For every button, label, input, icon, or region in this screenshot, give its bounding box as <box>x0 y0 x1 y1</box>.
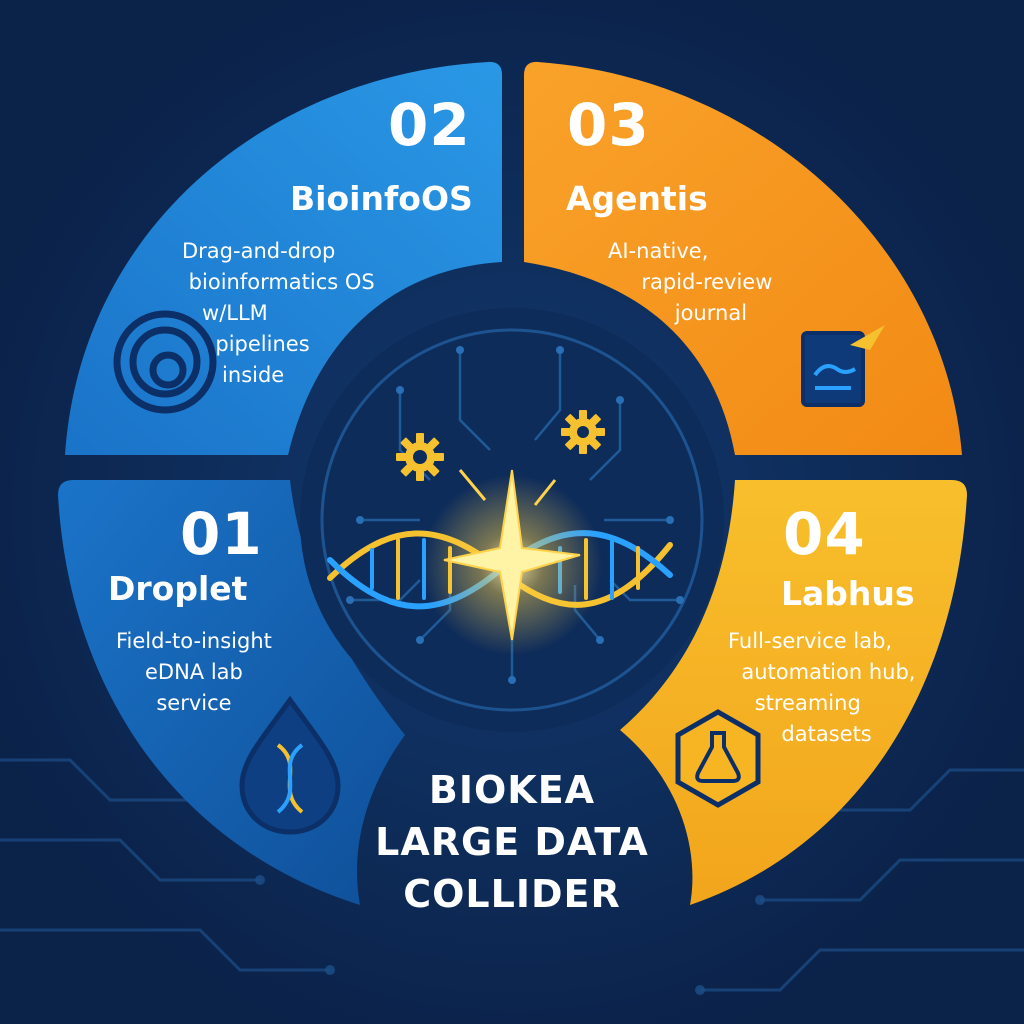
dna-droplet-icon <box>239 695 341 835</box>
segment-description: AI-native, rapid-review journal <box>608 239 773 325</box>
segment-title: Labhus <box>781 574 915 613</box>
center-title: BIOKEA LARGE DATA COLLIDER <box>362 764 662 920</box>
center-title-line-3: COLLIDER <box>403 872 621 916</box>
segment-number: 01 <box>180 500 263 568</box>
segment-description: Field-to-insight eDNA lab service <box>116 629 272 715</box>
segment-description: Drag-and-drop bioinformatics OS w/LLM pi… <box>182 239 375 387</box>
segment-title: Droplet <box>108 569 248 608</box>
hub-circuit-nodes <box>346 346 684 684</box>
center-hub-ring <box>320 328 704 712</box>
segment-title: BioinfoOS <box>290 179 473 218</box>
center-title-line-1: BIOKEA <box>428 768 596 812</box>
flask-hexagon-icon <box>675 709 761 808</box>
handshake-journal-icon <box>801 325 885 407</box>
center-title-line-2: LARGE DATA <box>375 820 649 864</box>
segment-description: Full-service lab, automation hub, stream… <box>728 629 916 746</box>
segment-number: 04 <box>783 500 866 568</box>
gear-icon <box>561 410 605 454</box>
gear-icon <box>396 433 444 481</box>
concentric-rings-icon <box>113 310 217 414</box>
segment-number: 03 <box>567 91 650 159</box>
segment-number: 02 <box>388 91 471 159</box>
segment-title: Agentis <box>566 179 708 218</box>
spark-icon <box>443 469 581 641</box>
background-circuit-traces <box>0 758 1024 992</box>
